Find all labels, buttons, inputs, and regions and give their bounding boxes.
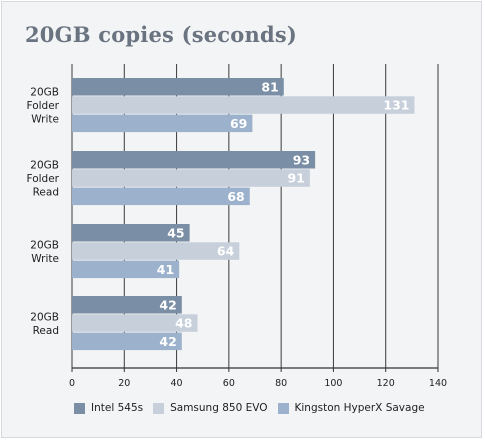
bar [72, 260, 180, 279]
bar-value-label: 93 [293, 152, 310, 167]
bar [72, 224, 190, 242]
x-tick-label: 40 [171, 378, 183, 389]
bar-value-label: 42 [159, 334, 176, 349]
legend-item: Samsung 850 EVO [153, 402, 268, 414]
bar [72, 332, 182, 351]
bar-value-label: 81 [261, 79, 278, 94]
bar [72, 187, 250, 206]
bar [72, 169, 310, 187]
bar-value-label: 41 [157, 262, 174, 277]
bar [72, 242, 240, 260]
bar-value-label: 69 [230, 116, 247, 131]
legend-swatch [153, 402, 165, 414]
bar [72, 96, 415, 114]
legend-label: Intel 545s [91, 402, 144, 414]
bar [72, 78, 284, 96]
x-tick-label: 140 [429, 378, 447, 389]
legend-swatch [277, 402, 289, 414]
category-labels: 20GB Folder Write 20GB Folder Read 20GB Write 20… [27, 87, 60, 337]
bar-value-label: 131 [383, 98, 409, 113]
legend: Intel 545s Samsung 850 EVO Kingston HyperX… [74, 402, 435, 414]
x-axis: 0 20 40 60 80 100 120 140 [69, 367, 447, 389]
legend-swatch [74, 402, 85, 414]
category-label: 20GB Write [30, 239, 59, 264]
bar-value-label: 48 [175, 316, 192, 331]
bars: 81 131 69 93 91 68 45 64 41 42 48 42 [72, 78, 415, 351]
legend-item: Intel 545s [74, 402, 143, 414]
bar-value-label: 91 [287, 171, 304, 186]
bar [72, 151, 316, 169]
legend-label: Kingston HyperX Savage [294, 402, 425, 414]
x-tick-label: 20 [118, 378, 130, 389]
category-label: 20GB Folder Write [27, 87, 60, 126]
bar [72, 296, 182, 314]
category-label: 20GB Folder Read [27, 160, 60, 199]
x-tick-label: 80 [275, 378, 287, 389]
bar-value-label: 42 [159, 297, 176, 312]
legend-item: Kingston HyperX Savage [277, 402, 425, 414]
x-tick-label: 120 [377, 378, 395, 389]
x-tick-label: 0 [69, 378, 75, 389]
legend-label: Samsung 850 EVO [170, 402, 268, 414]
x-tick-label: 60 [223, 378, 235, 389]
bar-value-label: 64 [217, 244, 235, 259]
x-tick-label: 100 [324, 378, 342, 389]
bar-value-label: 68 [227, 189, 244, 204]
category-label: 20GB Read [30, 311, 59, 337]
bar [72, 314, 198, 332]
chart-title: 20GB copies (seconds) [25, 22, 297, 47]
bar-value-label: 45 [167, 225, 184, 240]
bar [72, 114, 253, 133]
